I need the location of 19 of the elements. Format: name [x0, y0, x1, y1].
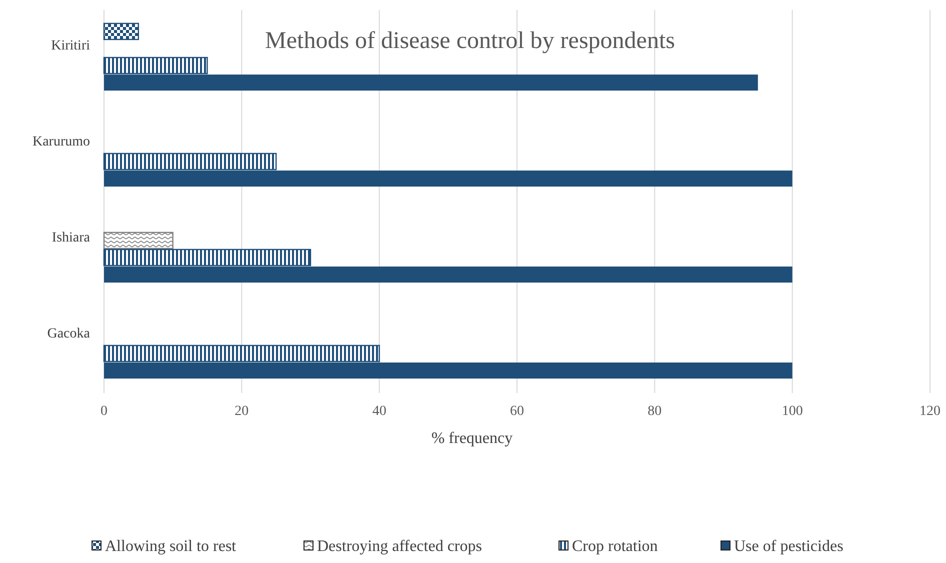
x-axis-title: % frequency — [431, 430, 513, 447]
x-tick-label: 80 — [648, 404, 662, 419]
x-tick-label: 40 — [372, 404, 386, 419]
y-tick-label: Karurumo — [32, 134, 90, 150]
y-tick-label: Ishiara — [52, 230, 91, 246]
x-tick-label: 60 — [510, 404, 524, 419]
x-tick-label: 100 — [782, 404, 803, 419]
y-tick-label: Kiritiri — [51, 38, 90, 54]
x-tick-label: 120 — [920, 404, 940, 419]
bar — [103, 22, 140, 40]
text: Methods of disease control by respondents — [265, 28, 675, 54]
x-tick-label: 20 — [234, 404, 249, 419]
legend-label: Use of pesticides — [734, 538, 844, 555]
bar — [103, 232, 174, 250]
legend-label: Allowing soil to rest — [105, 538, 237, 555]
legend-label: Destroying affected crops — [317, 538, 482, 555]
y-tick-label: Gacoka — [47, 326, 91, 342]
x-tick-label: 0 — [100, 404, 108, 419]
legend-label: Crop rotation — [572, 538, 658, 555]
